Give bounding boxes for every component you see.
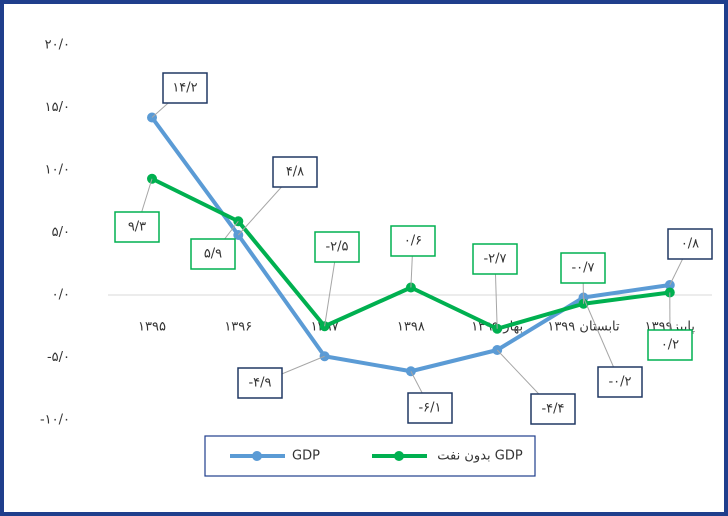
x-tick-label: ۱۳۹۶ — [224, 320, 252, 335]
legend-marker — [252, 451, 262, 461]
label-box — [597, 366, 643, 398]
data-label: ۰/۶ — [404, 234, 422, 249]
legend-label: GDP — [292, 449, 320, 464]
data-label: -۰/۲ — [608, 375, 631, 390]
label-box — [647, 329, 693, 361]
label-box — [390, 225, 436, 257]
label-box — [162, 72, 208, 104]
data-label: -۰/۷ — [571, 261, 594, 276]
x-tick-label: ۱۳۹۵ — [138, 320, 166, 335]
data-label: -۴/۴ — [541, 402, 564, 417]
label-box — [114, 211, 160, 243]
data-label: ۰/۸ — [681, 237, 699, 252]
label-box — [407, 392, 453, 424]
legend-label: بدون نفت GDP — [437, 449, 523, 464]
y-tick-label: ۰/۰ — [52, 288, 70, 303]
legend-marker — [394, 451, 404, 461]
label-box — [190, 238, 236, 270]
label-box — [272, 156, 318, 188]
data-label: -۲/۵ — [325, 240, 348, 255]
label-box — [472, 243, 518, 275]
data-label: ۰/۲ — [661, 338, 679, 353]
y-tick-label: ۱۵/۰ — [45, 100, 70, 115]
data-label: ۱۴/۲ — [172, 81, 197, 96]
label-box — [314, 231, 360, 263]
data-label: -۴/۹ — [248, 376, 271, 391]
y-tick-label: ۲۰/۰ — [45, 38, 70, 53]
y-tick-label: -۵/۰ — [47, 350, 70, 365]
label-box — [237, 367, 283, 399]
data-label: ۹/۳ — [128, 220, 146, 235]
y-tick-label: ۱۰/۰ — [45, 163, 70, 178]
data-label: -۶/۱ — [418, 401, 441, 416]
label-box — [560, 252, 606, 284]
label-box — [530, 393, 576, 425]
data-label: ۵/۹ — [204, 247, 222, 262]
label-box — [667, 228, 713, 260]
x-tick-label: ۱۳۹۸ — [397, 320, 425, 335]
y-tick-label: -۱۰/۰ — [40, 413, 70, 428]
y-tick-label: ۵/۰ — [52, 225, 70, 240]
data-label: -۲/۷ — [483, 252, 506, 267]
data-label: ۴/۸ — [286, 165, 304, 180]
x-tick-label: تابستان ۱۳۹۹ — [547, 320, 620, 335]
